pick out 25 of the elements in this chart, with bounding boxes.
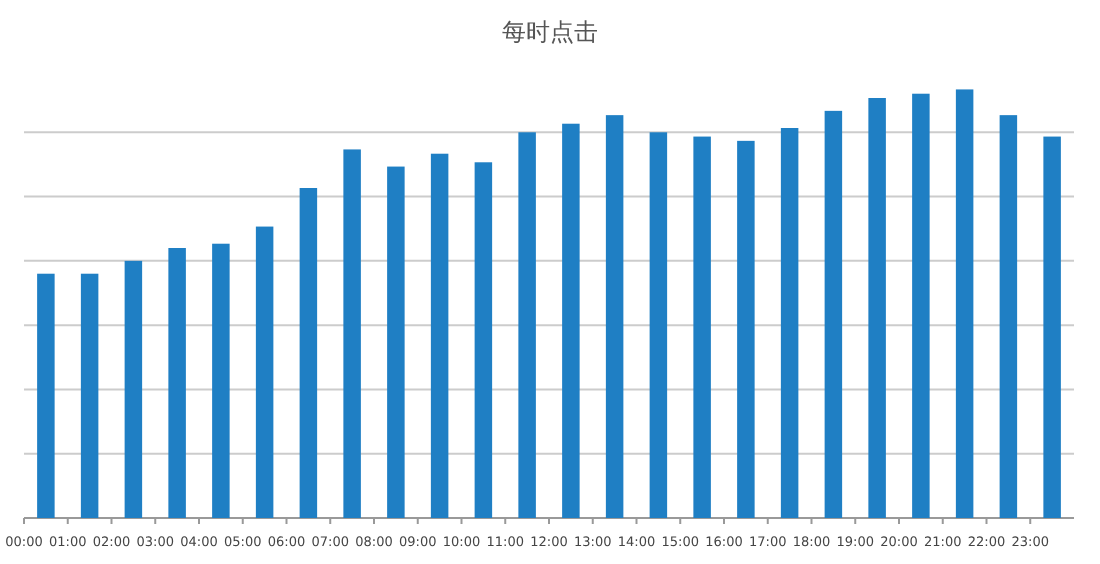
- bar: [387, 166, 405, 518]
- bar: [255, 226, 274, 518]
- bar: [868, 98, 886, 518]
- bar: [780, 128, 799, 518]
- bar: [912, 93, 930, 518]
- bar: [649, 132, 668, 518]
- bar: [37, 273, 55, 518]
- bar: [212, 243, 230, 518]
- bar: [737, 140, 755, 518]
- bar: [343, 149, 361, 518]
- chart-title: 每时点击: [502, 18, 598, 46]
- bar: [824, 110, 843, 518]
- bar: [999, 115, 1018, 518]
- bar: [168, 248, 186, 518]
- bar: [474, 162, 493, 518]
- bar: [80, 273, 99, 518]
- bar: [562, 123, 580, 518]
- bar: [430, 153, 449, 518]
- bar: [299, 188, 318, 518]
- bar: [1043, 136, 1061, 518]
- bar: [124, 260, 143, 518]
- bar: [518, 132, 536, 518]
- bar: [955, 89, 974, 518]
- bar: [605, 115, 624, 518]
- bar: [693, 136, 711, 518]
